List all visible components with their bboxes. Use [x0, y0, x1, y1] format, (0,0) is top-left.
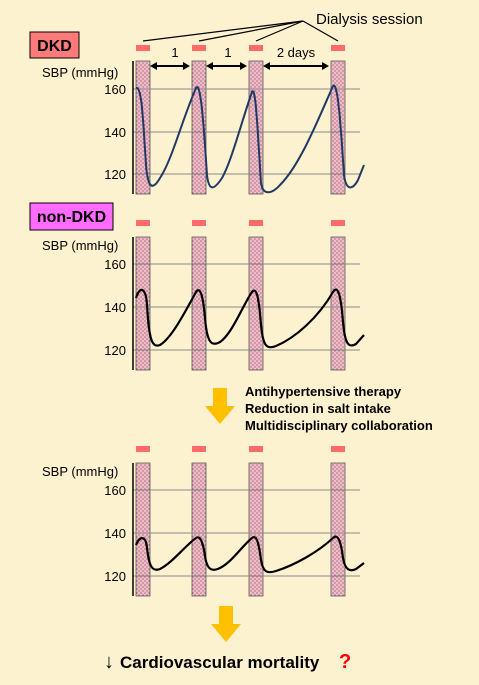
dkd-interval-2-label: 1 [224, 45, 231, 60]
non-dkd-gridlines [133, 263, 360, 351]
non-dkd-tick-160: 160 [104, 257, 126, 272]
dialysis-session-label: Dialysis session [316, 11, 423, 28]
dkd-gridlines [133, 88, 360, 175]
intervention-multidisciplinary: Multidisciplinary collaboration [245, 418, 433, 433]
after-tick-140: 140 [104, 526, 126, 541]
dkd-sbp-curve [135, 84, 365, 194]
after-gridlines [133, 489, 360, 577]
after-sbp-curve [134, 535, 365, 574]
dkd-interval-1-label: 1 [171, 45, 178, 60]
after-tick-120: 120 [104, 569, 126, 584]
dkd-tick-160: 160 [104, 82, 126, 97]
dkd-tag-label: DKD [37, 38, 72, 55]
after-session-markers [136, 446, 345, 452]
non-dkd-tag-label: non-DKD [37, 209, 106, 226]
intervention-antihypertensive: Antihypertensive therapy [245, 384, 402, 399]
dialysis-session-leader-lines [142, 20, 339, 42]
after-y-axis-label: SBP (mmHg) [42, 464, 118, 479]
intervention-salt-reduction: Reduction in salt intake [245, 401, 391, 416]
panel-after: SBP (mmHg) 160 140 120 [42, 446, 365, 597]
non-dkd-tag-box [29, 202, 114, 231]
dkd-tag-box [29, 31, 80, 59]
decrease-arrow-icon: ↓ [104, 651, 114, 673]
after-tick-160: 160 [104, 483, 126, 498]
dkd-y-axis-label: SBP (mmHg) [42, 65, 118, 80]
after-dialysis-bands [135, 462, 346, 597]
panel-dkd: DKD SBP (mmHg) 160 140 120 [29, 31, 365, 195]
dkd-interval-3-label: 2 days [277, 45, 316, 60]
down-arrow-2 [211, 606, 241, 642]
panel-non-dkd: non-DKD SBP (mmHg) 160 140 120 [29, 202, 365, 371]
dkd-session-markers [136, 45, 345, 51]
non-dkd-sbp-curve [134, 288, 365, 349]
dkd-tick-120: 120 [104, 167, 126, 182]
dkd-tick-140: 140 [104, 125, 126, 140]
non-dkd-tick-140: 140 [104, 300, 126, 315]
non-dkd-dialysis-bands [135, 236, 346, 371]
non-dkd-session-markers [136, 220, 345, 226]
question-mark: ? [339, 651, 351, 673]
down-arrow-1 [205, 388, 235, 424]
non-dkd-y-axis-label: SBP (mmHg) [42, 238, 118, 253]
non-dkd-tick-120: 120 [104, 343, 126, 358]
outcome-label: Cardiovascular mortality [120, 653, 320, 672]
dkd-interval-arrows [150, 62, 329, 70]
